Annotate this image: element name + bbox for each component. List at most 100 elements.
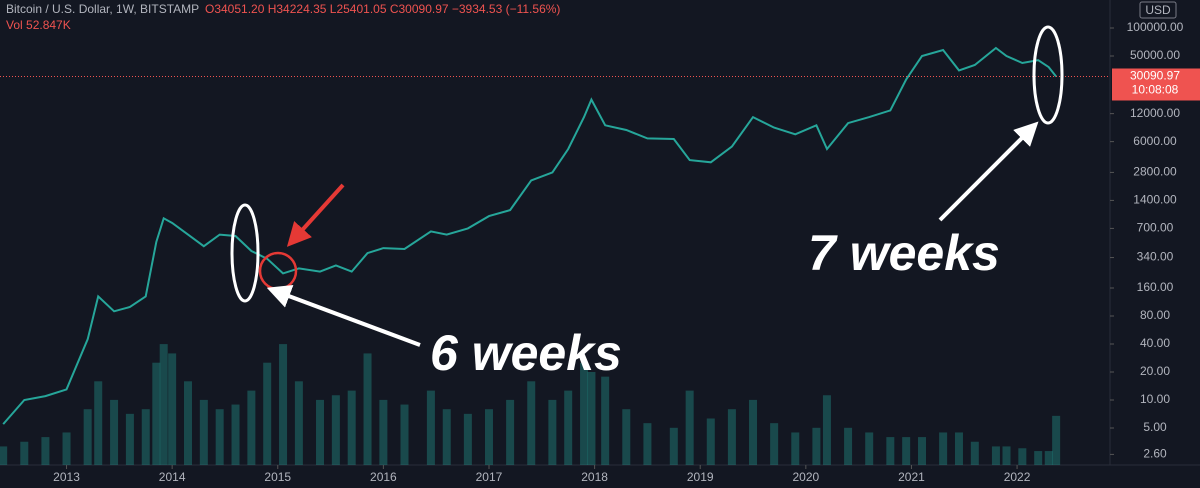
volume-bar (41, 437, 50, 465)
highlight-ellipse (1032, 25, 1064, 125)
y-tick-label: 80.00 (1140, 308, 1170, 322)
volume-bar (279, 344, 288, 465)
y-tick-label: 2800.00 (1133, 165, 1177, 179)
y-tick-label: 6000.00 (1133, 134, 1177, 148)
volume-bar (587, 372, 596, 465)
y-tick-label: 160.00 (1137, 280, 1174, 294)
volume-bar (125, 413, 134, 465)
x-tick-label: 2013 (53, 470, 80, 484)
volume-bar (865, 432, 874, 465)
volume-bar (231, 404, 240, 465)
volume-bar (152, 362, 161, 465)
x-tick-label: 2019 (687, 470, 714, 484)
volume-label: Vol 52.847K (6, 18, 71, 32)
red-arrow (286, 183, 345, 247)
volume-bar (954, 432, 963, 465)
white-arrow (938, 121, 1039, 222)
chart-title: Bitcoin / U.S. Dollar, 1W, BITSTAMP (6, 2, 199, 16)
volume-bar (886, 437, 895, 465)
y-tick-label: 20.00 (1140, 364, 1170, 378)
last-price-label: 30090.97 (1130, 69, 1180, 83)
volume-bar (643, 423, 652, 465)
volume-bar (463, 413, 472, 465)
volume-bar (294, 381, 303, 465)
volume-bar (247, 390, 256, 465)
currency: USD (1145, 3, 1171, 17)
volume-bar (83, 409, 92, 465)
volume-bar (347, 390, 356, 465)
volume-bar (548, 399, 557, 465)
volume-bar (601, 376, 610, 465)
volume-bar (263, 362, 272, 465)
volume-bar (770, 423, 779, 465)
volume-bar (822, 395, 831, 465)
volume-bar (94, 381, 103, 465)
x-tick-label: 2018 (581, 470, 608, 484)
y-tick-label: 2.60 (1143, 447, 1167, 461)
y-tick-label: 50000.00 (1130, 48, 1180, 62)
y-tick-label: 40.00 (1140, 336, 1170, 350)
x-tick-label: 2016 (370, 470, 397, 484)
x-tick-label: 2015 (264, 470, 291, 484)
volume-bar (918, 437, 927, 465)
volume-bar (706, 418, 715, 465)
volume-bar (331, 395, 340, 465)
y-tick-label: 12000.00 (1130, 106, 1180, 120)
volume-bar (363, 353, 372, 465)
volume-bar (791, 432, 800, 465)
volume-bar (0, 446, 8, 465)
volume-bar (484, 409, 493, 465)
volume-bar (991, 446, 1000, 465)
y-tick-label: 1400.00 (1133, 193, 1177, 207)
x-tick-label: 2014 (159, 470, 186, 484)
volume-bar (62, 432, 71, 465)
volume-bar (159, 344, 168, 465)
volume-bar (902, 437, 911, 465)
volume-bar (1002, 446, 1011, 465)
y-tick-label: 5.00 (1143, 420, 1167, 434)
volume-bar (1034, 451, 1043, 465)
volume-bar (442, 409, 451, 465)
volume-bar (168, 353, 177, 465)
volume-bar (199, 399, 208, 465)
volume-bar (727, 409, 736, 465)
x-tick-label: 2022 (1004, 470, 1031, 484)
volume-bar (749, 399, 758, 465)
last-price-box (1112, 68, 1200, 101)
y-tick-label: 100000.00 (1127, 20, 1184, 34)
volume-bar (939, 432, 948, 465)
annotation: 7 weeks (808, 225, 1000, 281)
volume-bar (1044, 451, 1053, 465)
countdown: 10:08:08 (1132, 83, 1179, 97)
volume-bar (110, 399, 119, 465)
white-arrow (266, 284, 421, 347)
volume-bar (183, 381, 192, 465)
volume-bar (506, 399, 515, 465)
y-tick-label: 700.00 (1137, 221, 1174, 235)
volume-bar (669, 427, 678, 465)
y-tick-label: 340.00 (1137, 250, 1174, 264)
price-line (2, 46, 1057, 425)
ohlc: O34051.20 H34224.35 L25401.05 C30090.97 … (205, 2, 560, 16)
volume-bar (622, 409, 631, 465)
volume-bar (564, 390, 573, 465)
highlight-ellipse (230, 203, 260, 303)
volume-bar (970, 441, 979, 465)
volume-bar (1018, 448, 1027, 465)
volume-bar (527, 381, 536, 465)
volume-bar (844, 427, 853, 465)
volume-bar (685, 390, 694, 465)
y-tick-label: 10.00 (1140, 392, 1170, 406)
volume-bar (580, 362, 589, 465)
volume-bar (20, 441, 29, 465)
volume-bar (400, 404, 409, 465)
volume-bar (141, 409, 150, 465)
volume-bar (426, 390, 435, 465)
volume-bar (215, 409, 224, 465)
currency-box (1139, 1, 1177, 19)
x-tick-label: 2021 (898, 470, 925, 484)
volume-bar (379, 399, 388, 465)
volume-bar (1052, 415, 1061, 465)
